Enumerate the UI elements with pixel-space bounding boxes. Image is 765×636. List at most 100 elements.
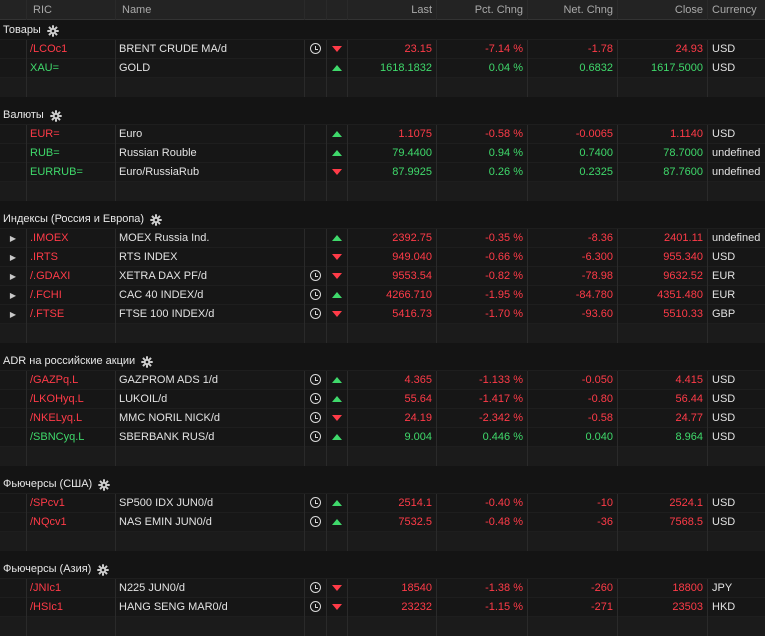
column-header-pct-chng[interactable]: Pct. Chng	[437, 0, 528, 20]
table-row[interactable]: XAU= GOLD 1618.1832 0.04 % 0.6832 1617.5000 US…	[0, 58, 765, 78]
empty-cell	[618, 181, 708, 201]
net-change-cell: 0.6832	[528, 58, 618, 78]
pct-change-cell: 0.04 %	[437, 58, 528, 78]
pct-change-cell: -1.133 %	[437, 370, 528, 390]
ric-cell[interactable]: RUB=	[27, 143, 116, 163]
column-header-currency[interactable]: Currency	[712, 3, 757, 16]
group-header: Фьючерсы (Азия)	[0, 559, 765, 579]
arrow-up-icon	[332, 234, 342, 241]
column-header-close[interactable]: Close	[618, 0, 708, 20]
column-header-last[interactable]: Last	[348, 0, 437, 20]
empty-row[interactable]	[0, 531, 765, 551]
net-change-cell: -8.36	[528, 228, 618, 248]
table-row[interactable]: /SBNCyq.L SBERBANK RUS/d 9.004 0.446 % 0.040…	[0, 427, 765, 447]
table-row[interactable]: RUB= Russian Rouble 79.4400 0.94 % 0.7400 78.…	[0, 143, 765, 163]
expand-row-icon[interactable]: ▶	[0, 266, 27, 286]
instrument-name-cell: XETRA DAX PF/d	[116, 266, 305, 286]
expand-row-icon[interactable]: ▶	[0, 228, 27, 248]
instrument-name-cell: Euro	[116, 124, 305, 144]
table-row[interactable]: EURRUB= Euro/RussiaRub 87.9925 0.26 % 0.2325…	[0, 162, 765, 182]
table-row[interactable]: /NQcv1 NAS EMIN JUN0/d 7532.5 -0.48 % -36 756…	[0, 512, 765, 532]
empty-cell	[708, 181, 765, 201]
gear-icon[interactable]	[98, 478, 110, 491]
expander-cell	[0, 39, 27, 59]
gear-icon[interactable]	[141, 355, 153, 368]
arrow-down-icon	[332, 414, 342, 421]
net-change-cell: -1.78	[528, 39, 618, 59]
gear-icon[interactable]	[150, 213, 162, 226]
empty-cell	[305, 616, 327, 636]
empty-row[interactable]	[0, 616, 765, 636]
ric-cell[interactable]: XAU=	[27, 58, 116, 78]
ric-cell[interactable]: /SBNCyq.L	[27, 427, 116, 447]
empty-row[interactable]	[0, 181, 765, 201]
clock-cell	[305, 304, 327, 324]
gear-icon[interactable]	[50, 109, 62, 122]
expand-row-icon[interactable]: ▶	[0, 304, 27, 324]
ric-cell[interactable]: /SPcv1	[27, 493, 116, 513]
instrument-name-cell: Russian Rouble	[116, 143, 305, 163]
table-row[interactable]: /JNIc1 N225 JUN0/d 18540 -1.38 % -260 18800 JP…	[0, 578, 765, 598]
table-row[interactable]: EUR= Euro 1.1075 -0.58 % -0.0065 1.1140 USD	[0, 124, 765, 144]
last-price-cell: 24.19	[348, 408, 437, 428]
table-row[interactable]: ▶/.GDAXI XETRA DAX PF/d 9553.54 -0.82 % -78.…	[0, 266, 765, 286]
table-row[interactable]: /LCOc1 BRENT CRUDE MA/d 23.15 -7.14 % -1.78 2…	[0, 39, 765, 59]
gear-icon[interactable]	[47, 24, 59, 37]
empty-row[interactable]	[0, 77, 765, 97]
ric-cell[interactable]: EURRUB=	[27, 162, 116, 182]
instrument-name-cell: FTSE 100 INDEX/d	[116, 304, 305, 324]
empty-cell	[348, 77, 437, 97]
expander-cell	[0, 124, 27, 144]
ric-cell[interactable]: /HSIc1	[27, 597, 116, 617]
ric-cell[interactable]: .IRTS	[27, 247, 116, 267]
column-header-name[interactable]: Name	[116, 0, 305, 20]
arrow-down-icon	[332, 310, 342, 317]
empty-row[interactable]	[0, 323, 765, 343]
table-row[interactable]: ▶/.FCHI CAC 40 INDEX/d 4266.710 -1.95 % -84.…	[0, 285, 765, 305]
table-row[interactable]: ▶ .IMOEX MOEX Russia Ind. 2392.75 -0.35 % -8.…	[0, 228, 765, 248]
empty-cell	[305, 181, 327, 201]
ric-cell[interactable]: /LKOHyq.L	[27, 389, 116, 409]
empty-cell	[348, 616, 437, 636]
close-price-cell: 4351.480	[618, 285, 708, 305]
trend-cell	[327, 228, 348, 248]
ric-cell[interactable]: EUR=	[27, 124, 116, 144]
column-header-ric[interactable]: RIC	[27, 0, 116, 20]
ric-cell[interactable]: /.FCHI	[27, 285, 116, 305]
table-row[interactable]: /LKOHyq.L LUKOIL/d 55.64 -1.417 % -0.80 56.44…	[0, 389, 765, 409]
trend-cell	[327, 266, 348, 286]
table-row[interactable]: /SPcv1 SP500 IDX JUN0/d 2514.1 -0.40 % -10 25…	[0, 493, 765, 513]
column-header-net-chng[interactable]: Net. Chng	[528, 0, 618, 20]
table-row[interactable]: ▶ .IRTS RTS INDEX 949.040 -0.66 % -6.300 955.3…	[0, 247, 765, 267]
group-title: Товары	[0, 20, 59, 40]
clock-cell	[305, 512, 327, 532]
expand-row-icon[interactable]: ▶	[0, 247, 27, 267]
currency-cell: USD	[712, 42, 736, 55]
ric-cell[interactable]: /.FTSE	[27, 304, 116, 324]
instrument-name-cell: CAC 40 INDEX/d	[116, 285, 305, 305]
ric-cell[interactable]: /.GDAXI	[27, 266, 116, 286]
table-row[interactable]: /HSIc1 HANG SENG MAR0/d 23232 -1.15 % -271 23…	[0, 597, 765, 617]
ric-cell[interactable]: .IMOEX	[27, 228, 116, 248]
table-row[interactable]: /GAZPq.L GAZPROM ADS 1/d 4.365 -1.133 % -0.0…	[0, 370, 765, 390]
ric-cell[interactable]: /LCOc1	[27, 39, 116, 59]
empty-cell	[116, 181, 305, 201]
expander-cell	[0, 597, 27, 617]
ric-cell[interactable]: /NKELyq.L	[27, 408, 116, 428]
trend-cell	[327, 389, 348, 409]
ric-cell[interactable]: /NQcv1	[27, 512, 116, 532]
net-change-cell: -10	[528, 493, 618, 513]
table-row[interactable]: ▶/.FTSE FTSE 100 INDEX/d 5416.73 -1.70 % -93…	[0, 304, 765, 324]
table-row[interactable]: /NKELyq.L MMC NORIL NICK/d 24.19 -2.342 % -0…	[0, 408, 765, 428]
close-price-cell: 4.415	[618, 370, 708, 390]
empty-row[interactable]	[0, 446, 765, 466]
empty-cell	[528, 446, 618, 466]
ric-cell[interactable]: /JNIc1	[27, 578, 116, 598]
gear-icon[interactable]	[97, 563, 110, 576]
empty-cell	[708, 616, 765, 636]
expand-row-icon[interactable]: ▶	[0, 285, 27, 305]
group-title-label: Индексы (Россия и Европа)	[3, 212, 145, 225]
empty-cell	[528, 323, 618, 343]
clock-cell	[305, 427, 327, 447]
ric-cell[interactable]: /GAZPq.L	[27, 370, 116, 390]
